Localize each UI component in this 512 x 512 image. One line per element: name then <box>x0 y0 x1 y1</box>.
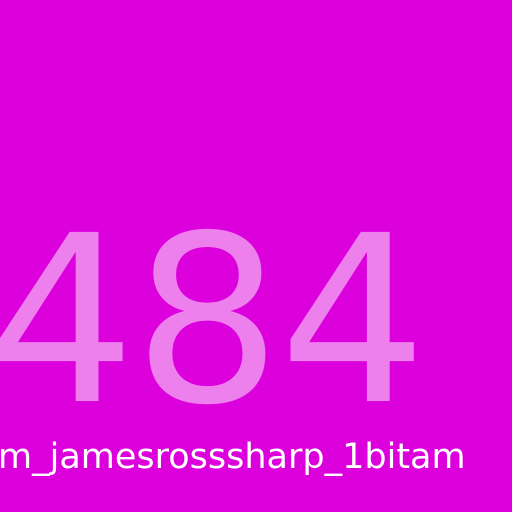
tile-caption: m_jamesrosssharp_1bitam <box>0 437 466 477</box>
tile-number: 484 <box>0 186 427 456</box>
